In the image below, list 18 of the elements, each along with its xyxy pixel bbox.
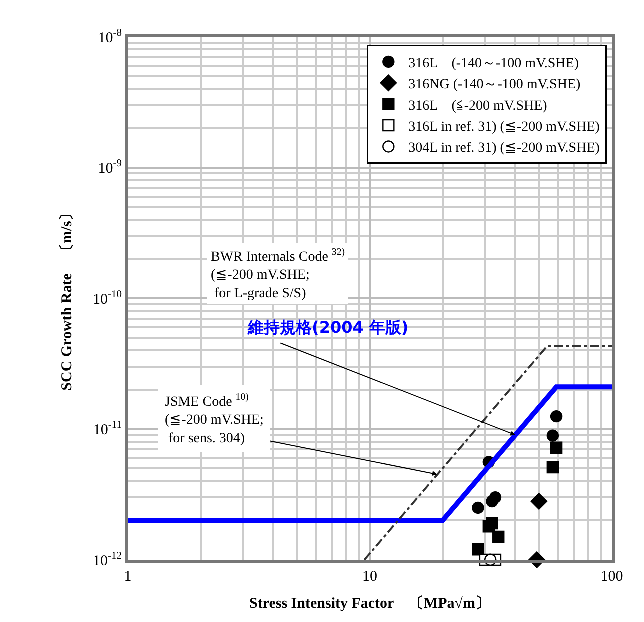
y-axis-title: SCC Growth Rate 〔m/s〕	[58, 206, 76, 391]
legend-label: 316L (-140～-100 mV.SHE)	[408, 56, 580, 72]
legend-label: 316L (≦-200 mV.SHE)	[408, 98, 548, 114]
y-tick-label: 10$^{-11}$	[93, 420, 122, 438]
annotation: 維持規格(2004 年版)	[247, 318, 409, 337]
x-tick-label: 10	[362, 569, 378, 585]
y-tick-label: 10$^{-10}$	[93, 289, 122, 308]
legend-label: 316L in ref. 31) (≦-200 mV.SHE)	[408, 120, 600, 136]
legend-label: 304L in ref. 31) (≦-200 mV.SHE)	[408, 141, 600, 156]
y-tick-label: 10$^{-8}$	[98, 28, 122, 46]
y-tick-label: 10$^{-12}$	[93, 550, 122, 570]
x-axis-title: Stress Intensity Factor 〔MPa√m〕	[250, 595, 490, 612]
text: BWR Internals Code $^{32)}$ (≦-200 mV.SHE; for L-grade S/S)	[211, 247, 345, 302]
x-tick-label: 100	[600, 569, 624, 585]
x-tick-label: 1	[124, 569, 132, 585]
y-tick-label: 10$^{-9}$	[98, 158, 122, 177]
legend-label: 316NG (-140～-100 mV.SHE)	[408, 78, 582, 93]
annotation: JSME Code $^{10)}$ (≦-200 mV.SHE; for sens. 304)	[165, 392, 264, 446]
